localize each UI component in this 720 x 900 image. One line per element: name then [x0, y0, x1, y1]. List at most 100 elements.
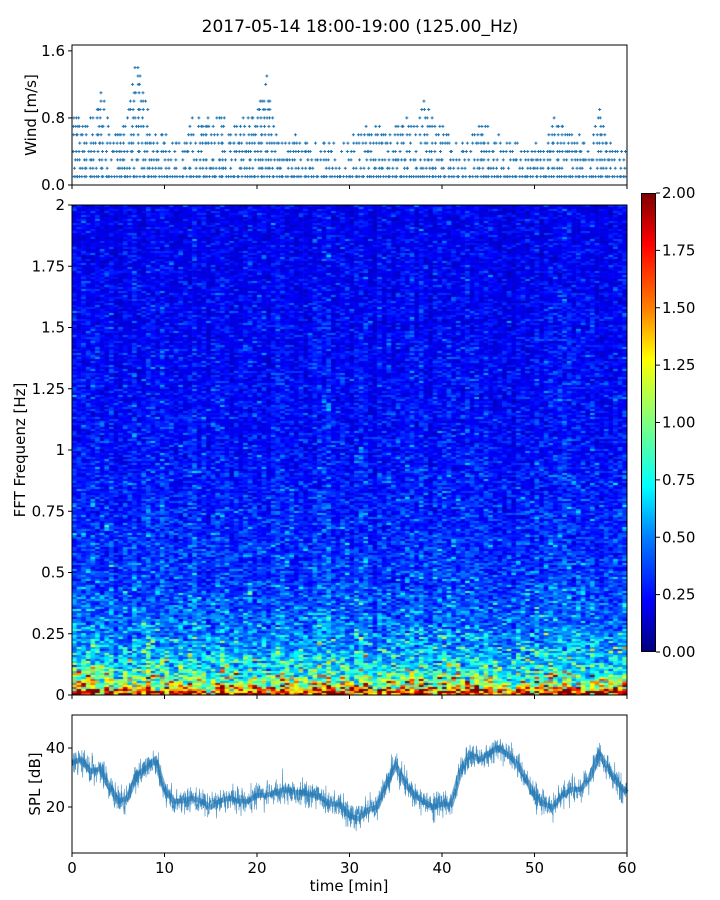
wind-point — [140, 141, 144, 145]
wind-point — [196, 149, 200, 153]
wind-point — [352, 149, 356, 153]
wind-point — [191, 175, 195, 179]
wind-point — [463, 166, 467, 170]
wind-point — [552, 175, 556, 179]
wind-point — [388, 175, 392, 179]
wind-point — [433, 166, 437, 170]
wind-point — [89, 149, 93, 153]
wind-point — [174, 158, 178, 162]
wind-point — [557, 124, 561, 128]
wind-point — [211, 166, 215, 170]
wind-point — [342, 141, 346, 145]
wind-point — [188, 166, 192, 170]
wind-point — [312, 175, 316, 179]
wind-point — [424, 149, 428, 153]
wind-point — [327, 166, 331, 170]
wind-point — [430, 141, 434, 145]
wind-point — [490, 175, 494, 179]
wind-point — [122, 158, 126, 162]
wind-point — [173, 149, 177, 153]
wind-point — [245, 141, 249, 145]
wind-point — [476, 133, 480, 137]
wind-point — [125, 149, 129, 153]
wind-point — [531, 175, 535, 179]
wind-point — [480, 149, 484, 153]
wind-point — [255, 124, 259, 128]
wind-point — [215, 116, 219, 120]
wind-point — [232, 141, 236, 145]
colorbar-tick-label: 0.25 — [662, 586, 695, 604]
wind-point — [306, 175, 310, 179]
wind-point — [271, 166, 275, 170]
wind-point — [295, 141, 299, 145]
wind-point — [564, 175, 568, 179]
wind-point — [464, 175, 468, 179]
wind-point — [198, 158, 202, 162]
wind-point — [332, 141, 336, 145]
wind-point — [170, 175, 174, 179]
wind-point — [450, 149, 454, 153]
wind-point — [422, 133, 426, 137]
wind-point — [526, 166, 530, 170]
wind-point — [201, 166, 205, 170]
wind-point — [96, 149, 100, 153]
wind-point — [217, 141, 221, 145]
wind-point — [319, 158, 323, 162]
wind-point — [239, 124, 243, 128]
wind-point — [600, 158, 604, 162]
wind-point — [297, 166, 301, 170]
wind-point — [508, 175, 512, 179]
wind-point — [272, 124, 276, 128]
wind-point — [526, 149, 530, 153]
axes-frame — [71, 204, 628, 696]
wind-point — [377, 158, 381, 162]
wind-point — [131, 141, 135, 145]
wind-point — [405, 175, 409, 179]
wind-point — [142, 175, 146, 179]
wind-point — [531, 158, 535, 162]
wind-point — [160, 133, 164, 137]
wind-point — [174, 141, 178, 145]
wind-point — [330, 166, 334, 170]
wind-point — [237, 149, 241, 153]
wind-point — [433, 124, 437, 128]
wind-point — [369, 158, 373, 162]
wind-point — [241, 158, 245, 162]
wind-point — [130, 149, 134, 153]
wind-point — [154, 166, 158, 170]
wind-point — [440, 158, 444, 162]
wind-point — [128, 166, 132, 170]
wind-point — [319, 149, 323, 153]
wind-point — [224, 166, 228, 170]
x-tick-label: 10 — [155, 859, 174, 877]
wind-point — [338, 175, 342, 179]
wind-point — [507, 166, 511, 170]
wind-point — [96, 133, 100, 137]
wind-point — [106, 116, 110, 120]
wind-point — [164, 166, 168, 170]
wind-point — [546, 166, 550, 170]
wind-point — [365, 158, 369, 162]
wind-point — [556, 141, 560, 145]
wind-point — [364, 141, 368, 145]
wind-point — [82, 149, 86, 153]
wind-point — [99, 91, 103, 95]
wind-point — [271, 116, 275, 120]
wind-point — [471, 141, 475, 145]
wind-point — [75, 133, 79, 137]
wind-point — [395, 175, 399, 179]
wind-point — [441, 133, 445, 137]
wind-point — [418, 116, 422, 120]
wind-point — [446, 133, 450, 137]
wind-point — [228, 149, 232, 153]
wind-point — [93, 141, 97, 145]
wind-point — [387, 166, 391, 170]
wind-point — [393, 149, 397, 153]
wind-point — [77, 124, 81, 128]
wind-point — [581, 175, 585, 179]
wind-point — [138, 108, 142, 112]
wind-point — [269, 133, 273, 137]
wind-point — [201, 133, 205, 137]
wind-point — [405, 116, 409, 120]
colorbar-tick-label: 0.00 — [662, 643, 695, 661]
